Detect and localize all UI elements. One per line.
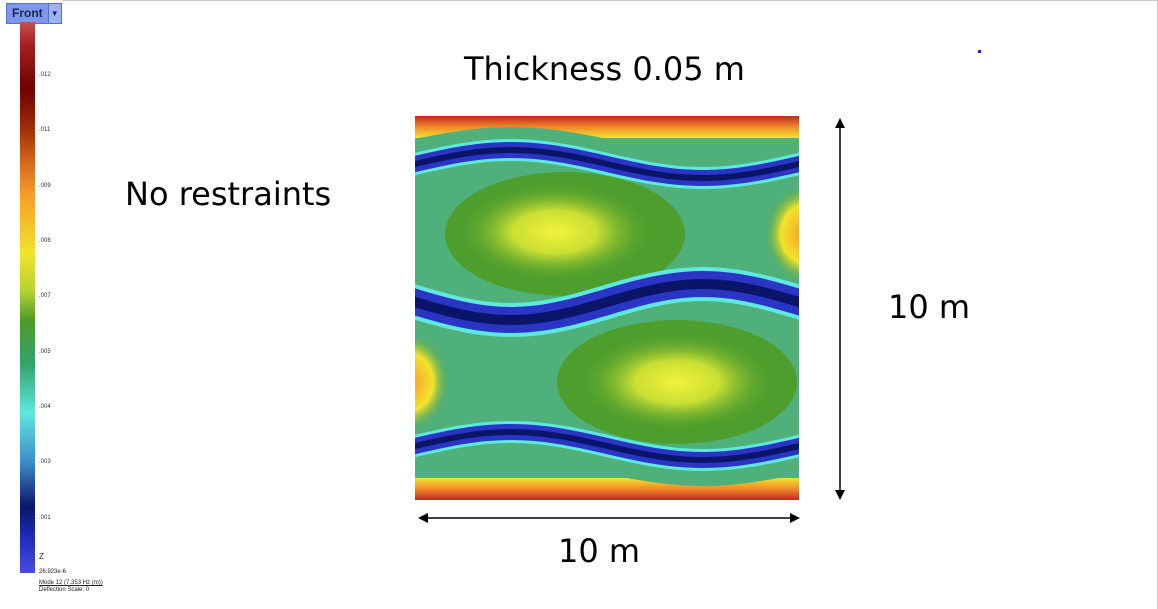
legend-tick: .003 [39, 459, 51, 465]
legend-tick: .009 [39, 183, 51, 189]
contour-band [415, 449, 799, 487]
mode-info: Mode 12 (7.353 Hz (m)) [39, 580, 103, 586]
edge-lobe [765, 186, 799, 282]
contour-band [415, 126, 799, 166]
mode-shape-plot [415, 116, 799, 500]
edge-lobe [415, 334, 449, 430]
legend-tick: .008 [39, 238, 51, 244]
width-dimension-arrow [418, 513, 800, 523]
height-label: 10 m [888, 288, 971, 326]
contour-band [415, 428, 799, 464]
legend-axis-label: Z [39, 552, 44, 561]
legend-tick: .005 [39, 349, 51, 355]
contour-band [415, 146, 799, 182]
legend-tick: .011 [39, 127, 51, 133]
height-dimension-arrow [835, 118, 845, 500]
contour-band [415, 278, 799, 326]
chevron-down-icon[interactable]: ▼ [47, 4, 61, 23]
legend-tick: .012 [39, 72, 51, 78]
hot-lobe [582, 334, 772, 430]
color-legend-bar [20, 22, 35, 573]
view-name: Front [12, 6, 43, 20]
restraints-label: No restraints [125, 175, 332, 213]
marker-dot [978, 50, 981, 53]
thickness-title: Thickness 0.05 m [464, 50, 745, 88]
hot-lobe [460, 184, 650, 280]
view-selector[interactable]: Front ▼ [6, 3, 62, 24]
legend-tick: .001 [39, 515, 51, 521]
deflection-scale: Deflection Scale: 0 [39, 587, 90, 593]
legend-min-value: 26.923e-6 [39, 569, 67, 575]
top-border [62, 0, 1158, 1]
legend-tick: .007 [39, 293, 51, 299]
plate-contour [415, 116, 799, 500]
legend-tick: .004 [39, 404, 51, 410]
width-label: 10 m [558, 532, 641, 570]
